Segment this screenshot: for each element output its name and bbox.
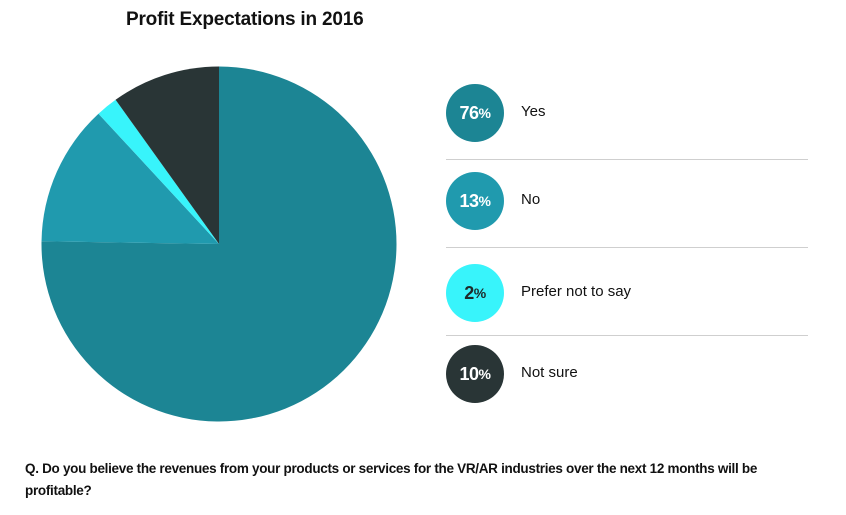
percentage-badge: 10% [446, 345, 504, 403]
percentage-badge: 76% [446, 84, 504, 142]
legend-label: Prefer not to say [521, 283, 632, 300]
percentage-value: 76 [459, 102, 480, 123]
legend-label: No [521, 191, 541, 208]
percentage-badge: 13% [446, 172, 504, 230]
percent-sign: % [478, 105, 491, 121]
percentage-value: 10 [459, 363, 480, 384]
legend-divider [446, 335, 808, 336]
legend-divider [446, 159, 808, 160]
legend-item: 13% No [446, 172, 808, 232]
pie-slice-no [41, 113, 219, 244]
legend-item: 2% Prefer not to say [446, 264, 808, 324]
survey-question: Q. Do you believe the revenues from your… [25, 461, 758, 498]
legend-item: 10% Not sure [446, 345, 808, 405]
percentage-badge: 2% [446, 264, 504, 322]
pie-slice-not-sure [115, 66, 219, 244]
pie-slice-prefer-not-to-say [98, 99, 219, 244]
percentage-value: 2 [464, 282, 474, 303]
chart-title: Profit Expectations in 2016 [126, 9, 364, 30]
legend-item: 76% Yes [446, 84, 808, 144]
legend-label: Yes [521, 103, 546, 120]
percent-sign: % [473, 285, 486, 301]
percentage-value: 13 [459, 190, 480, 211]
legend-divider [446, 247, 808, 248]
legend-label: Not sure [521, 364, 578, 381]
percent-sign: % [478, 366, 491, 382]
percent-sign: % [478, 193, 491, 209]
pie-chart [41, 66, 397, 422]
